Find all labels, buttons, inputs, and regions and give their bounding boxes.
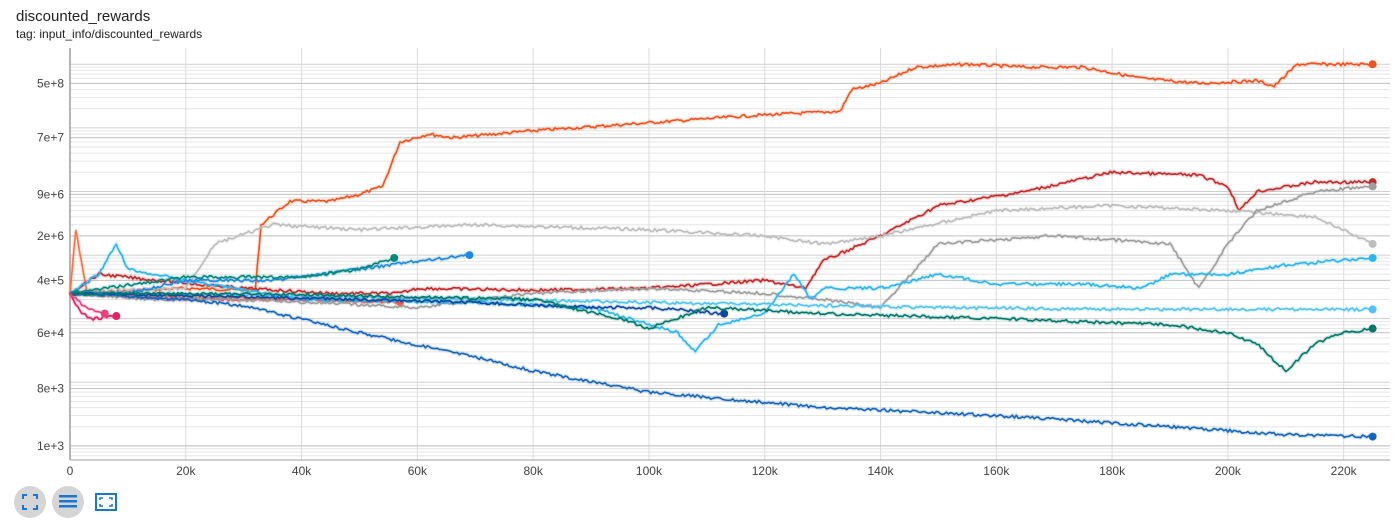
series-endpoint-11[interactable]	[390, 253, 399, 262]
series-line-12[interactable]	[69, 291, 1373, 373]
series-endpoint-0[interactable]	[1368, 60, 1377, 69]
x-tick-label: 60k	[408, 464, 428, 478]
series-line-7[interactable]	[69, 291, 1373, 312]
series-endpoint-14[interactable]	[100, 309, 109, 318]
fit-domain-icon	[22, 494, 38, 510]
series-endpoint-8[interactable]	[1368, 432, 1377, 441]
y-tick-label: 9e+6	[37, 187, 64, 201]
x-tick-label: 120k	[752, 464, 779, 478]
series-endpoint-13[interactable]	[112, 312, 121, 321]
expand-chart-icon	[95, 493, 117, 511]
x-tick-label: 0	[67, 464, 74, 478]
x-tick-label: 180k	[1099, 464, 1126, 478]
y-tick-label: 1e+3	[37, 439, 64, 453]
y-tick-label: 2e+6	[37, 229, 64, 243]
series-line-9[interactable]	[69, 253, 470, 296]
x-tick-label: 220k	[1331, 464, 1358, 478]
chart-tag: tag: input_info/discounted_rewards	[16, 27, 203, 41]
series-line-10[interactable]	[69, 291, 725, 316]
series-endpoint-6[interactable]	[1368, 253, 1377, 262]
series-line-0[interactable]	[69, 61, 1373, 295]
fit-domain-button[interactable]	[14, 486, 46, 518]
series-endpoint-7[interactable]	[1368, 305, 1377, 314]
log-scale-button[interactable]	[52, 486, 84, 518]
series-line-8[interactable]	[69, 291, 1374, 439]
series-line-14[interactable]	[69, 292, 105, 315]
series-endpoint-4[interactable]	[1368, 239, 1377, 248]
y-tick-label: 8e+3	[37, 381, 64, 395]
series-endpoint-9[interactable]	[465, 251, 474, 260]
y-tick-label: 4e+5	[37, 273, 64, 287]
series-line-5[interactable]	[69, 184, 1373, 310]
x-tick-label: 40k	[292, 464, 312, 478]
chart-toolbar	[14, 486, 122, 518]
x-tick-label: 100k	[636, 464, 663, 478]
series-line-2[interactable]	[69, 170, 1373, 296]
y-tick-label: 5e+8	[37, 76, 64, 90]
log-scale-icon	[59, 495, 77, 508]
series-endpoint-10[interactable]	[720, 309, 729, 318]
series-line-13[interactable]	[69, 292, 117, 321]
x-tick-label: 160k	[983, 464, 1010, 478]
x-tick-label: 80k	[523, 464, 543, 478]
y-tick-label: 7e+7	[37, 131, 64, 145]
y-tick-label: 6e+4	[37, 326, 64, 340]
expand-chart-button[interactable]	[90, 486, 122, 518]
x-tick-label: 140k	[868, 464, 895, 478]
line-chart[interactable]: 0 20k 40k 60k 80k 100k 120k 140k 160k 180k 200k 220…	[0, 0, 1400, 480]
series-endpoint-12[interactable]	[1368, 324, 1377, 333]
series-line-4[interactable]	[69, 203, 1373, 295]
series-endpoint-5[interactable]	[1368, 182, 1377, 191]
series-line-11[interactable]	[69, 257, 395, 296]
chart-title: discounted_rewards	[16, 8, 151, 25]
x-tick-label: 200k	[1215, 464, 1242, 478]
x-tick-label: 20k	[176, 464, 196, 478]
